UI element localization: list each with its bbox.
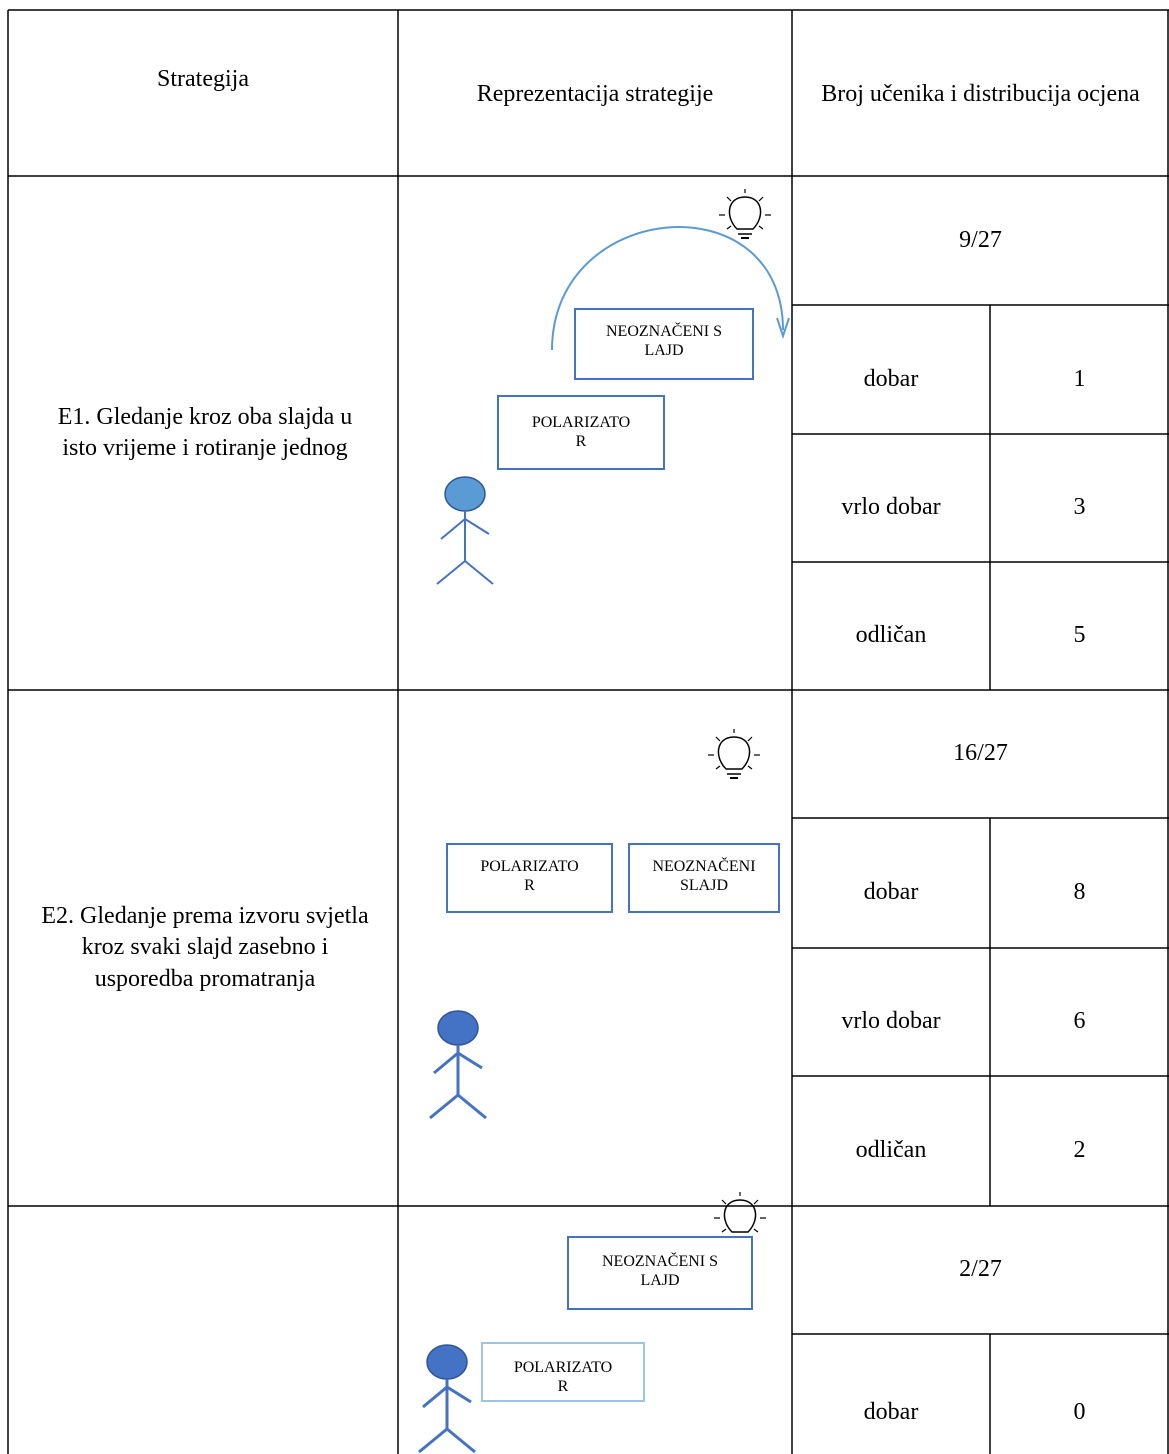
person: [418, 1427, 448, 1454]
slide-box: POLARIZATOR: [446, 843, 613, 913]
grade-count: 0: [1073, 1399, 1086, 1426]
slide-box: NEOZNAČENI SLAJD: [628, 843, 780, 913]
person: [446, 1385, 472, 1404]
bulb-ray: [715, 736, 721, 742]
grade-count: 8: [1073, 879, 1086, 906]
bulb: [723, 1199, 757, 1233]
bulb-ray: [753, 1199, 759, 1205]
person: [433, 1051, 459, 1075]
total: 2/27: [959, 1256, 1002, 1283]
person: [446, 1427, 476, 1454]
person-head: [437, 1010, 479, 1046]
bulb: [717, 736, 751, 770]
grade-label: vrlo dobar: [841, 494, 941, 521]
slide-box: NEOZNAČENI SLAJD: [567, 1236, 753, 1310]
header-cell: Reprezentacija strategije: [476, 81, 714, 108]
total: 16/27: [953, 740, 1008, 767]
bulb-ray: [758, 225, 764, 230]
grade-label: dobar: [863, 879, 919, 906]
person-head: [426, 1344, 468, 1380]
strategy-text: E2. Gledanje prema izvoru svjetla kroz s…: [41, 903, 369, 992]
bulb: [728, 196, 762, 230]
slide-box: POLARIZATOR: [481, 1342, 645, 1402]
person-head: [444, 476, 486, 512]
grade-count: 1: [1073, 365, 1086, 392]
bulb-ray: [726, 225, 732, 230]
bulb-ray: [747, 736, 753, 742]
person: [457, 1051, 483, 1070]
person: [457, 1093, 487, 1120]
person: [440, 518, 466, 540]
person: [464, 560, 494, 585]
grade-label: odličan: [855, 1137, 927, 1164]
grade-label: dobar: [863, 365, 919, 392]
bulb-ray: [721, 1199, 727, 1205]
grade-label: dobar: [863, 1399, 919, 1426]
grade-count: 5: [1073, 622, 1086, 649]
grade-count: 2: [1073, 1137, 1086, 1164]
person: [436, 560, 466, 585]
header-cell: Strategija: [157, 66, 249, 93]
slide-box: POLARIZATOR: [497, 395, 665, 470]
person: [422, 1385, 448, 1409]
total: 9/27: [959, 226, 1002, 253]
bulb-ray: [715, 765, 721, 770]
person: [464, 518, 490, 535]
bulb-ray: [721, 1228, 727, 1233]
person: [429, 1093, 459, 1120]
bulb-ray: [726, 196, 732, 202]
grade-count: 6: [1073, 1008, 1086, 1035]
rotation-arc: [551, 226, 784, 351]
slide-box: NEOZNAČENI SLAJD: [574, 308, 754, 380]
arrow-head: [776, 317, 790, 340]
strategy-text: E1. Gledanje kroz oba slajda u isto vrij…: [57, 403, 353, 461]
bulb-ray: [758, 196, 764, 202]
grade-label: vrlo dobar: [841, 1008, 941, 1035]
grade-label: odličan: [855, 622, 927, 649]
grade-count: 3: [1073, 494, 1086, 521]
bulb-ray: [753, 1228, 759, 1233]
header-cell: Broj učenika i distribucija ocjena: [821, 81, 1140, 108]
bulb-ray: [747, 765, 753, 770]
